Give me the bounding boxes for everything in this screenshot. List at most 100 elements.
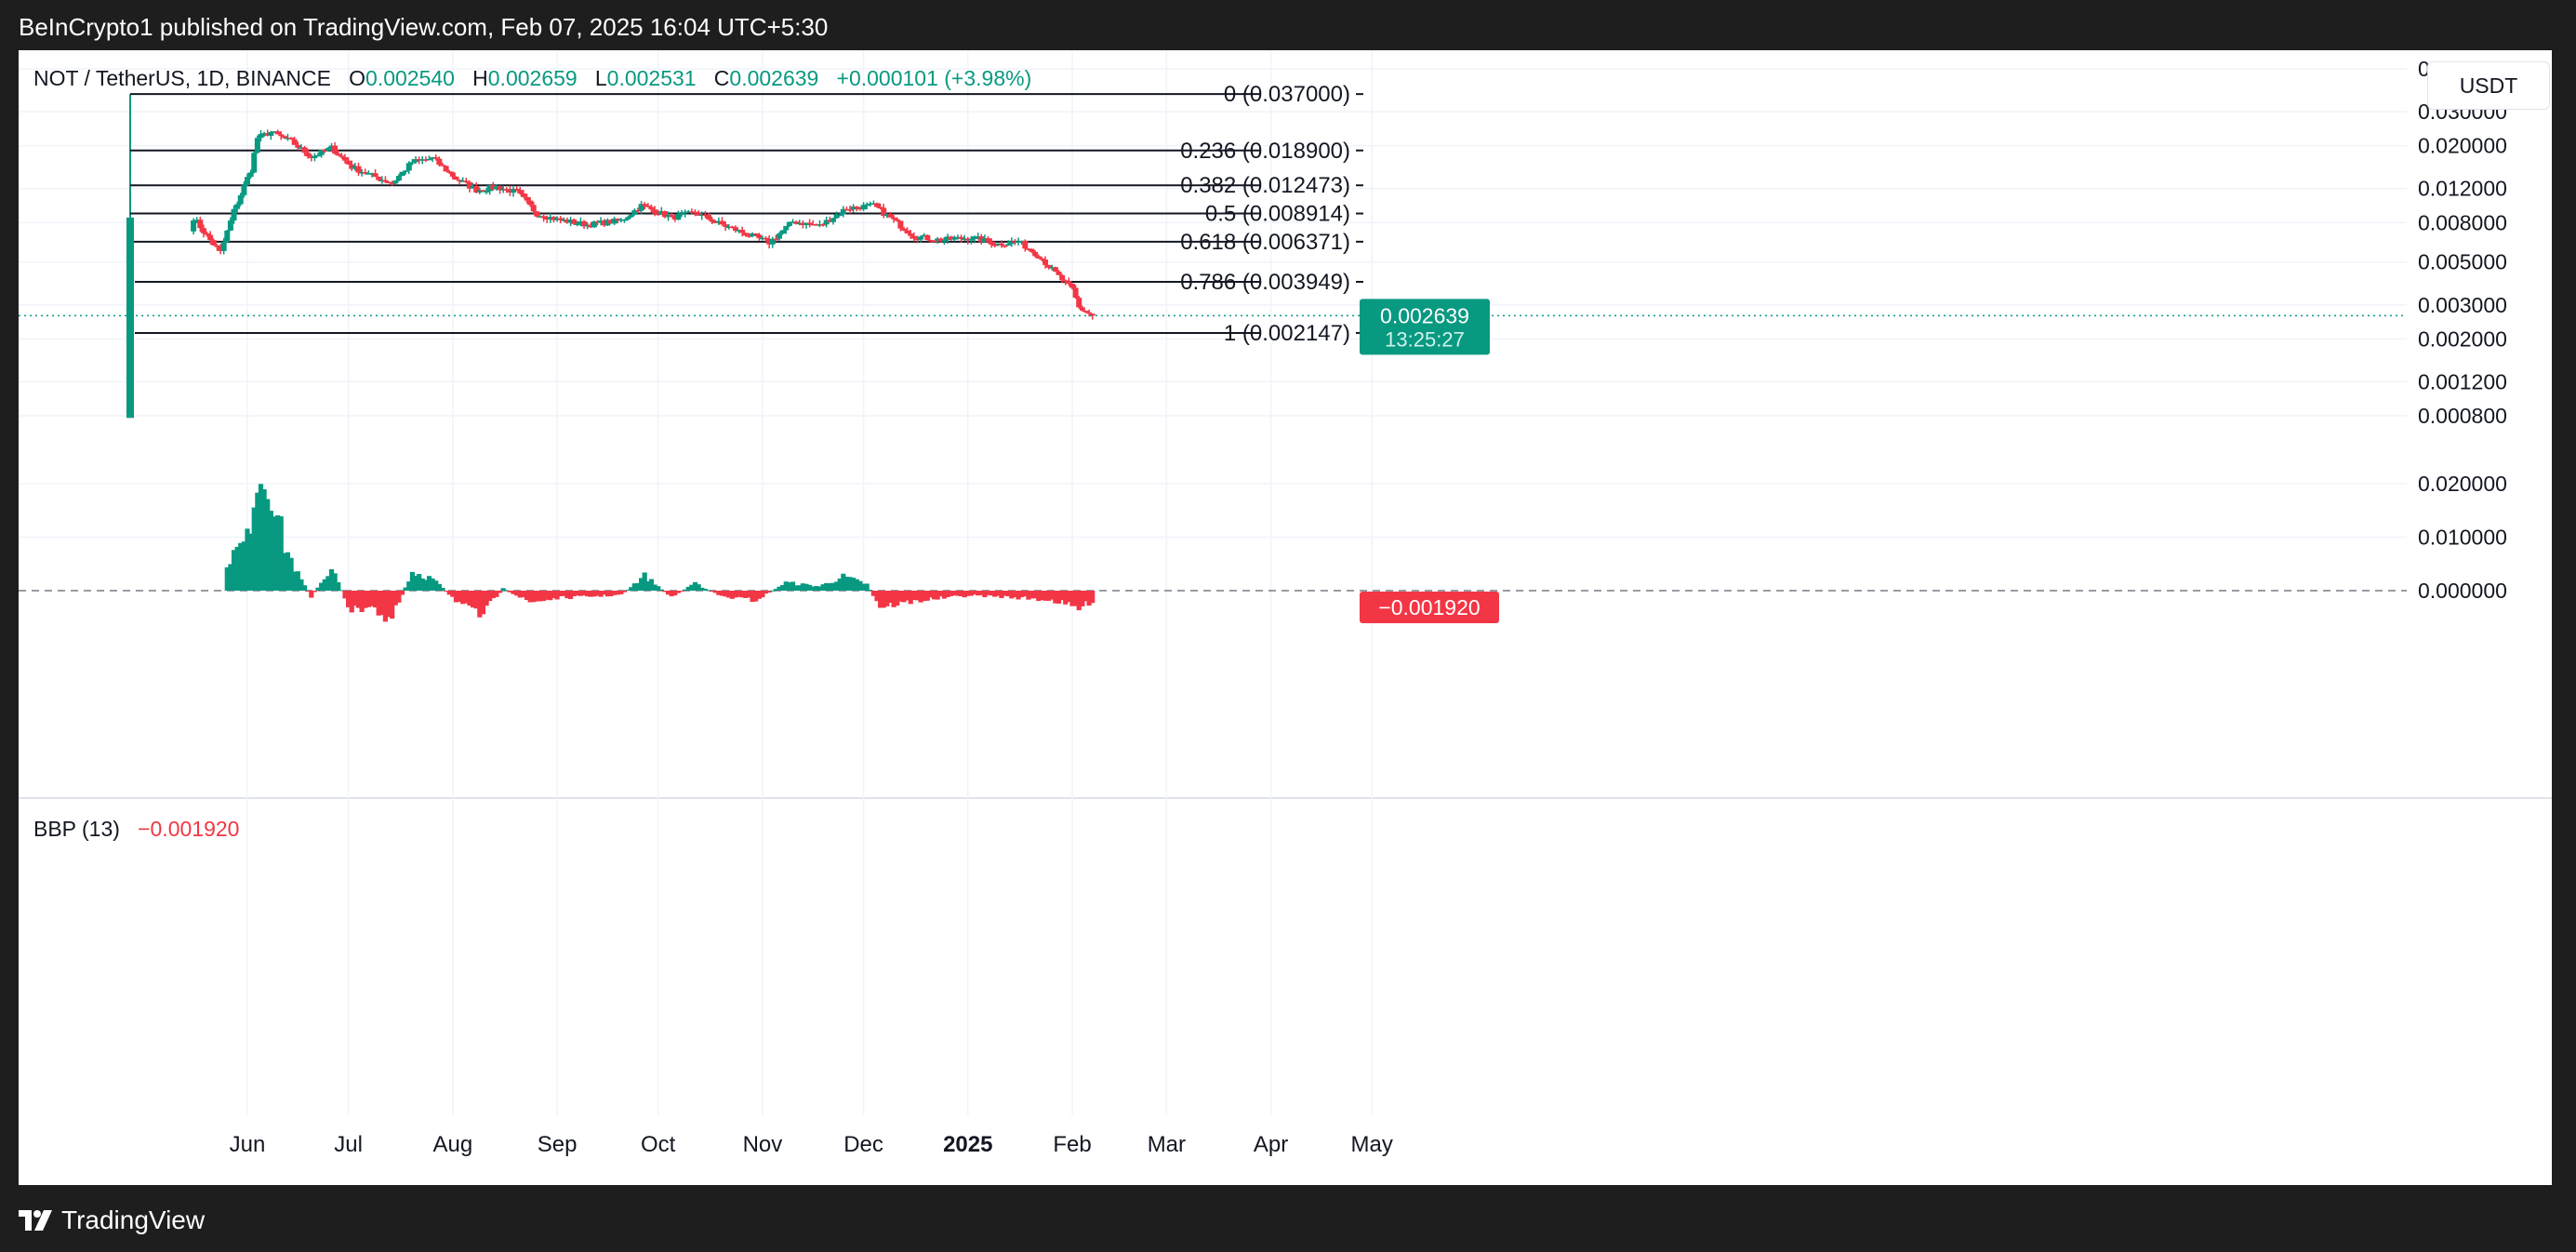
- candle[interactable]: [588, 224, 594, 228]
- bbp-bar[interactable]: [1042, 591, 1048, 601]
- candle[interactable]: [308, 156, 314, 158]
- bbp-bar[interactable]: [783, 581, 789, 591]
- candle[interactable]: [746, 235, 752, 237]
- candle[interactable]: [207, 234, 214, 241]
- candle[interactable]: [278, 134, 285, 137]
- candle[interactable]: [497, 186, 503, 191]
- bbp-bar[interactable]: [463, 591, 469, 604]
- candle[interactable]: [534, 211, 540, 217]
- bbp-bar[interactable]: [706, 590, 711, 592]
- candle[interactable]: [197, 220, 204, 229]
- candle[interactable]: [621, 219, 628, 221]
- candle[interactable]: [688, 211, 695, 213]
- candle[interactable]: [457, 180, 463, 181]
- bbp-bar[interactable]: [517, 591, 523, 598]
- bbp-bar[interactable]: [551, 591, 557, 598]
- candle[interactable]: [345, 160, 352, 165]
- bbp-bar[interactable]: [905, 591, 910, 601]
- candle[interactable]: [1062, 280, 1069, 282]
- bbp-bar[interactable]: [234, 546, 240, 591]
- bbp-bar[interactable]: [531, 591, 537, 603]
- candle[interactable]: [867, 203, 873, 206]
- bbp-bar[interactable]: [699, 587, 705, 591]
- candle[interactable]: [1002, 245, 1008, 247]
- bbp-bar[interactable]: [1090, 591, 1095, 604]
- bbp-bar[interactable]: [635, 582, 641, 591]
- candle[interactable]: [571, 220, 578, 224]
- bbp-bar[interactable]: [753, 591, 759, 602]
- bbp-bar[interactable]: [841, 573, 846, 591]
- bbp-bar[interactable]: [470, 591, 476, 608]
- candle[interactable]: [359, 172, 365, 174]
- bbp-bar[interactable]: [895, 591, 900, 606]
- bbp-bar[interactable]: [282, 553, 287, 591]
- bbp-bar[interactable]: [406, 581, 412, 591]
- candle[interactable]: [409, 162, 416, 164]
- bbp-bar[interactable]: [733, 591, 738, 598]
- bbp-bar[interactable]: [689, 584, 695, 591]
- bbp-bar[interactable]: [490, 591, 496, 599]
- bbp-bar[interactable]: [261, 489, 267, 591]
- candle[interactable]: [335, 153, 341, 156]
- bbp-bar[interactable]: [739, 591, 745, 598]
- bbp-bar[interactable]: [878, 591, 883, 608]
- bbp-bar[interactable]: [665, 591, 671, 595]
- candle[interactable]: [1072, 287, 1079, 299]
- candle[interactable]: [237, 194, 244, 205]
- candle[interactable]: [823, 220, 830, 225]
- bbp-bar[interactable]: [1032, 591, 1038, 599]
- bbp-bar[interactable]: [430, 578, 435, 591]
- candle[interactable]: [288, 137, 295, 140]
- candle[interactable]: [998, 243, 1004, 246]
- bbp-bar[interactable]: [669, 591, 674, 597]
- candle[interactable]: [419, 159, 426, 161]
- bbp-bar[interactable]: [540, 591, 547, 602]
- candle[interactable]: [985, 238, 991, 242]
- bbp-bar[interactable]: [955, 591, 961, 596]
- candle[interactable]: [840, 208, 846, 215]
- candle[interactable]: [1059, 274, 1066, 281]
- bbp-bar[interactable]: [339, 590, 344, 592]
- candle[interactable]: [362, 172, 368, 174]
- candle[interactable]: [897, 220, 904, 229]
- candle[interactable]: [490, 185, 497, 190]
- bbp-bar[interactable]: [847, 577, 853, 591]
- bbp-bar[interactable]: [504, 590, 510, 592]
- bbp-bar[interactable]: [396, 591, 402, 603]
- candle[interactable]: [1052, 267, 1058, 272]
- bbp-bar[interactable]: [891, 591, 896, 607]
- bbp-bar[interactable]: [887, 591, 894, 604]
- bbp-bar[interactable]: [527, 591, 533, 603]
- bbp-bar[interactable]: [824, 582, 830, 591]
- candle[interactable]: [696, 213, 702, 216]
- bbp-bar[interactable]: [585, 591, 591, 597]
- candle[interactable]: [567, 220, 574, 223]
- bbp-bar[interactable]: [881, 591, 886, 608]
- bbp-bar[interactable]: [426, 576, 432, 591]
- candle[interactable]: [540, 216, 547, 219]
- candle[interactable]: [368, 173, 375, 175]
- candle[interactable]: [652, 209, 658, 214]
- candle[interactable]: [817, 224, 823, 226]
- candle[interactable]: [617, 219, 624, 221]
- bbp-bar[interactable]: [477, 591, 483, 618]
- bbp-bar[interactable]: [750, 591, 755, 603]
- bbp-bar[interactable]: [870, 591, 876, 596]
- candle[interactable]: [615, 219, 621, 221]
- candle[interactable]: [291, 139, 298, 145]
- bbp-bar[interactable]: [874, 591, 880, 602]
- candle[interactable]: [473, 186, 480, 193]
- candle[interactable]: [1029, 248, 1035, 252]
- candle[interactable]: [486, 185, 493, 192]
- candle[interactable]: [900, 228, 907, 231]
- bbp-bar[interactable]: [292, 571, 298, 591]
- candle[interactable]: [793, 221, 800, 224]
- candle[interactable]: [503, 189, 510, 191]
- bbp-bar[interactable]: [369, 591, 375, 606]
- bbp-bar[interactable]: [433, 580, 439, 591]
- bbp-bar[interactable]: [922, 591, 927, 602]
- candle[interactable]: [382, 180, 389, 182]
- candle[interactable]: [537, 216, 543, 218]
- candle[interactable]: [328, 145, 335, 149]
- candle[interactable]: [752, 233, 759, 235]
